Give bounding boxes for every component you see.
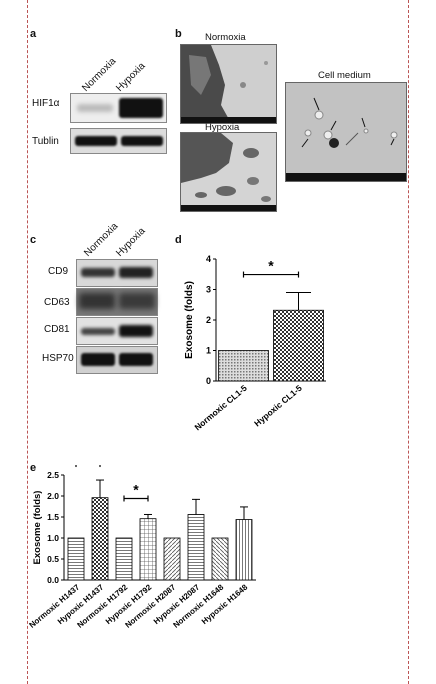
left-margin-line [27,0,28,684]
y-tick-label: 1 [206,346,211,356]
band [119,325,153,337]
blot-c-cd63-strip [76,288,158,316]
blot-a-row-hif1a: HIF1α [32,98,60,109]
bar [67,537,85,581]
chart-d: 0 1 2 3 4 Exosome (folds) Normoxic CL1-5 Hypoxi… [184,254,326,433]
panel-label-d: d [175,234,182,246]
blot-c-row-cd81: CD81 [44,324,70,335]
y-tick-label: 0.0 [47,575,59,585]
micro-normoxia-title: Normoxia [205,32,246,43]
y-tick-label: 0.5 [47,554,59,564]
band [119,353,153,366]
micrograph-normoxia-svg [181,45,276,123]
panel-label-e: e [30,462,37,474]
blot-a-col-normoxia: Normoxia [80,55,119,94]
micrograph-normoxia [180,44,277,124]
y-axis-label: Exosome (folds) [32,491,43,565]
blot-c-col-hypoxia: Hypoxia [114,225,148,259]
y-tick-label: 2.0 [47,491,59,501]
bar [115,537,133,581]
x-tick-label: Hypoxic CL1-5 [252,383,304,429]
bar [273,309,324,382]
panel-label-c: c [30,234,37,246]
y-tick-label: 0 [206,376,211,386]
band [121,136,163,146]
micro-hypoxia-title: Hypoxia [205,122,240,133]
significance-star: * [268,258,274,274]
y-tick-label: 1.5 [47,512,59,522]
micrograph-hypoxia-svg [181,133,276,211]
y-tick-label: 1.0 [47,533,59,543]
bar [235,519,253,581]
band [81,353,115,366]
blot-a-col-hypoxia: Hypoxia [114,60,148,94]
blot-c-col-normoxia: Normoxia [82,220,121,259]
y-tick-label: 3 [206,285,211,295]
band [79,293,115,309]
bar [187,514,205,581]
bar [218,350,269,382]
blot-c-row-cd63: CD63 [44,297,70,308]
x-tick-label: Normoxic CL1-5 [192,383,249,433]
panel-label-b: b [175,28,182,40]
y-tick-label: 2.5 [47,470,59,480]
y-tick-label: 2 [206,315,211,325]
micrograph-cell-medium-svg [286,83,406,181]
blot-c-cd81-strip [76,317,158,345]
blot-a-tublin-strip [70,128,167,154]
blot-a-row-tublin: Tublin [32,136,59,147]
bar [163,537,181,581]
band [77,104,113,112]
micrograph-cell-medium [285,82,407,182]
bar [211,537,229,581]
blot-c-row-cd9: CD9 [48,266,69,277]
blot-c-row-hsp70: HSP70 [42,353,74,364]
y-axis-label: Exosome (folds) [184,281,195,359]
micrograph-hypoxia [180,132,277,212]
y-tick-label: 4 [206,254,211,264]
blot-a-hif1a-strip [70,93,167,123]
band [119,98,163,118]
bar [91,497,109,581]
band [119,293,155,309]
band [81,328,115,335]
significance-star: * [133,481,139,497]
bar [139,518,157,581]
band [81,268,115,277]
band [75,136,117,146]
micro-cellmedium-title: Cell medium [318,70,371,81]
right-margin-line [408,0,409,684]
blot-c-cd9-strip [76,259,158,287]
panel-label-a: a [30,28,37,40]
band [119,267,153,278]
blot-c-hsp70-strip [76,346,158,374]
